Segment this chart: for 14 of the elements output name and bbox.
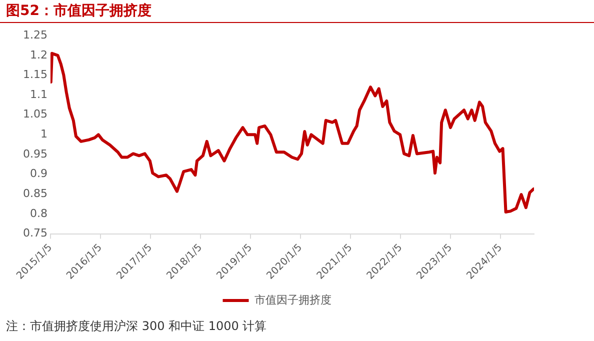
text: 注：市值拥挤度使用沪深 300 和中证 1000 计算: [6, 318, 267, 335]
y-tick-label: 0.8: [30, 206, 48, 220]
y-tick-label: 1.2: [30, 48, 48, 62]
y-tick-label: 0.9: [30, 167, 48, 180]
y-tick-label: 1.15: [22, 68, 48, 82]
chart-title: 图52：市值因子拥挤度: [6, 2, 152, 20]
legend-label: 市值因子拥挤度: [254, 293, 332, 306]
y-tick-label: 0.75: [22, 226, 48, 240]
y-tick-label: 1.05: [22, 108, 48, 121]
y-tick-label: 1.1: [30, 88, 48, 101]
y-tick-label: 0.95: [22, 147, 48, 160]
y-tick-label: 0.85: [22, 186, 48, 200]
y-tick-label: 1.25: [22, 28, 48, 42]
y-tick-label: 1: [40, 128, 48, 141]
